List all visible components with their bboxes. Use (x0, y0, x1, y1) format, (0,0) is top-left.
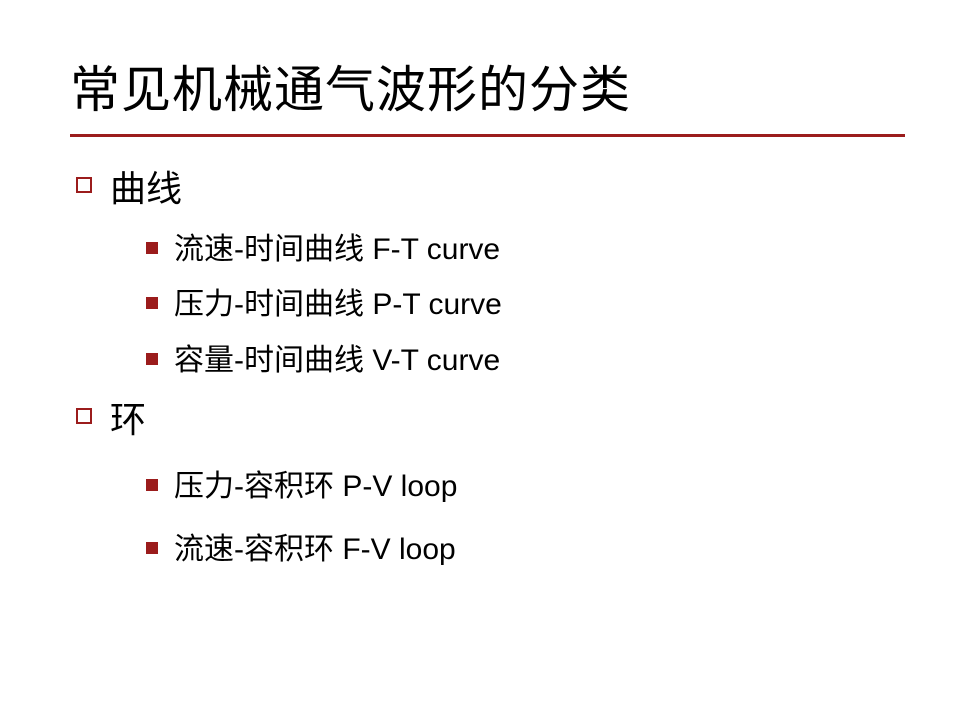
filled-square-icon (146, 479, 158, 491)
list-item-level1: 曲线 (76, 165, 905, 214)
filled-square-icon (146, 542, 158, 554)
slide-body: 曲线 流速-时间曲线 F-T curve 压力-时间曲线 P-T curve 容… (70, 165, 905, 572)
list-item-label: 容量-时间曲线 V-T curve (174, 339, 500, 383)
list-item-level2: 压力-容积环 P-V loop (146, 465, 905, 509)
slide-title: 常见机械通气波形的分类 (70, 50, 905, 122)
list-item-level2: 流速-时间曲线 F-T curve (146, 228, 905, 272)
slide: 常见机械通气波形的分类 曲线 流速-时间曲线 F-T curve 压力-时间曲线… (0, 0, 960, 720)
list-item-label: 曲线 (110, 165, 182, 214)
list-item-level2: 压力-时间曲线 P-T curve (146, 283, 905, 327)
list-item-label: 压力-时间曲线 P-T curve (174, 283, 502, 327)
filled-square-icon (146, 353, 158, 365)
hollow-square-icon (76, 177, 92, 193)
list-group: 压力-容积环 P-V loop 流速-容积环 F-V loop (76, 465, 905, 572)
filled-square-icon (146, 297, 158, 309)
list-item-label: 流速-时间曲线 F-T curve (174, 228, 500, 272)
list-item-level2: 容量-时间曲线 V-T curve (146, 339, 905, 383)
hollow-square-icon (76, 408, 92, 424)
list-item-label: 环 (110, 396, 146, 445)
filled-square-icon (146, 242, 158, 254)
list-item-label: 流速-容积环 F-V loop (174, 528, 456, 572)
list-item-level2: 流速-容积环 F-V loop (146, 528, 905, 572)
title-underline (70, 134, 905, 137)
list-item-label: 压力-容积环 P-V loop (174, 465, 457, 509)
list-item-level1: 环 (76, 396, 905, 445)
